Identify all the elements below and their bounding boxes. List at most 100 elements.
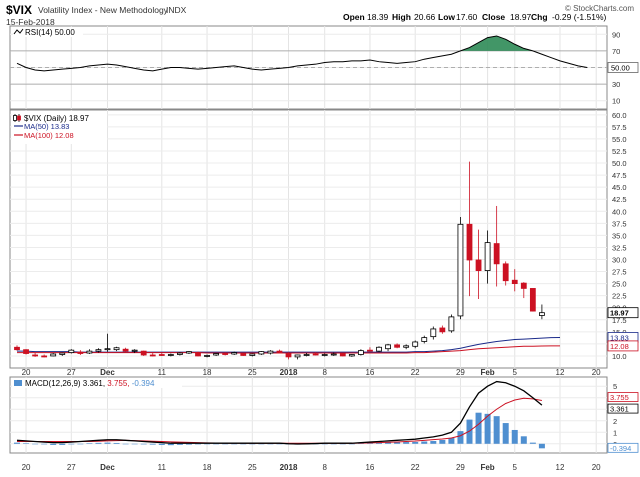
- rsi-tick-label: 70: [612, 47, 620, 56]
- macd-histogram-bar: [185, 443, 192, 445]
- macd-histogram-bar: [213, 443, 220, 445]
- macd-histogram-bar: [167, 443, 174, 446]
- candle-up: [113, 347, 120, 351]
- price-tick-label: 40.0: [612, 207, 627, 216]
- date-axis-label: 18: [203, 368, 212, 377]
- price-tick-label: 27.5: [612, 268, 627, 277]
- price-tick-label: 60.0: [612, 111, 627, 120]
- open-label: Open: [343, 12, 365, 22]
- candle-down: [77, 351, 84, 354]
- macd-histogram-bar: [240, 443, 247, 445]
- date-axis-label: 2018: [280, 368, 298, 377]
- date-axis-label: 20: [592, 368, 601, 377]
- macd-histogram-bar: [149, 443, 156, 445]
- macd-histogram-bar: [439, 439, 446, 444]
- price-tick-label: 52.5: [612, 147, 627, 156]
- candle-up: [204, 355, 210, 357]
- candle-up: [186, 351, 192, 354]
- exchange-label: INDX: [166, 5, 187, 15]
- rsi-series-line: [16, 35, 588, 72]
- macd-histogram: [14, 412, 545, 449]
- date-axis-label: 12: [556, 368, 565, 377]
- macd-histogram-bar: [122, 443, 129, 445]
- open-value: 18.39: [367, 12, 389, 22]
- date-axis-label: 29: [456, 368, 465, 377]
- candle-down: [41, 355, 48, 358]
- ma100-value-box: [607, 340, 639, 352]
- candle-down: [32, 354, 38, 357]
- macd-tick-label: 5: [613, 382, 617, 391]
- candle-down: [367, 349, 373, 352]
- price-tick-label: 55.0: [612, 135, 627, 144]
- price-tick-label: 22.5: [612, 292, 627, 301]
- candle-up: [403, 345, 410, 348]
- macd-histogram-bar: [77, 443, 84, 445]
- macd-histogram-bar: [348, 443, 355, 445]
- date-axis-label: 22: [411, 368, 420, 377]
- price-tick-label: 57.5: [612, 123, 627, 132]
- macd-histogram-bar: [86, 443, 93, 444]
- macd-tick-label: 1: [613, 428, 617, 437]
- macd-histogram-bar: [104, 442, 111, 444]
- price-plot-frame: [9, 109, 608, 369]
- candle-up: [258, 351, 265, 355]
- close-value: 18.97: [510, 12, 532, 22]
- date-label: 15-Feb-2018: [6, 17, 55, 27]
- date-axis-label: 20: [592, 463, 601, 472]
- candle-up: [95, 349, 102, 352]
- candle-down: [502, 263, 509, 282]
- date-axis-label: 25: [248, 368, 257, 377]
- ma50-legend-text: MA(50) 13.83: [24, 122, 69, 131]
- candlesticks: [14, 161, 545, 360]
- macd-legend-title: MACD(12,26,9): [25, 379, 83, 388]
- date-axis-label: 18: [203, 463, 212, 472]
- candle-down: [122, 348, 129, 352]
- macd-histogram-bar: [195, 443, 201, 445]
- macd-histogram-bar: [131, 443, 138, 445]
- candle-down: [23, 349, 29, 354]
- date-axis-label: 11: [158, 368, 167, 377]
- macd-histogram-bar: [430, 441, 437, 444]
- date-axis-label: Dec: [100, 368, 115, 377]
- rsi-value-text: 50.00: [611, 64, 630, 73]
- price-tick-label: 42.5: [612, 195, 627, 204]
- macd-histogram-bar: [204, 443, 211, 445]
- candle-up: [321, 354, 328, 356]
- date-axis-label: 22: [411, 463, 420, 472]
- macd-histogram-bar: [267, 443, 274, 445]
- stockcharts-watermark: © StockCharts.com: [565, 4, 634, 13]
- date-axis-label: 8: [322, 368, 327, 377]
- candle-up: [421, 337, 428, 342]
- candle-up: [385, 344, 391, 350]
- candle-up: [176, 352, 183, 355]
- symbol-label: $VIX: [6, 3, 32, 17]
- date-axis-label: 5: [513, 463, 518, 472]
- ma50-value-text: 13.83: [610, 333, 629, 342]
- date-axis-label: 11: [158, 463, 167, 472]
- high-value: 20.66: [414, 12, 436, 22]
- macd-main-line: [16, 380, 543, 445]
- macd-histogram-bar: [321, 443, 328, 445]
- rsi-tick-label: 30: [612, 80, 620, 89]
- candle-up: [294, 354, 301, 358]
- macd-histogram-bar: [457, 431, 464, 444]
- candle-up: [131, 349, 138, 352]
- date-axis-label: 16: [365, 463, 374, 472]
- candle-legend-body-b: [17, 115, 21, 121]
- close-label: Close: [482, 12, 505, 22]
- candle-down: [529, 288, 536, 312]
- macd-legend-macd: 3.361,: [83, 379, 107, 388]
- date-axis-label: 12: [556, 463, 565, 472]
- price-legend: $VIX (Daily) 18.97 MA(50) 13.83 MA(100) …: [12, 111, 107, 144]
- chg-value: -0.29 (-1.51%): [552, 12, 606, 22]
- candle-up: [448, 316, 455, 332]
- candle-down: [240, 353, 247, 356]
- date-axis-label: 2018: [280, 463, 298, 472]
- date-axis-label: 20: [22, 368, 31, 377]
- candle-legend-icon: [13, 114, 21, 122]
- macd-hist-value-box: [607, 442, 639, 453]
- macd-histogram-bar: [330, 443, 337, 445]
- candle-down: [439, 327, 446, 333]
- macd-histogram-bar: [538, 443, 545, 449]
- price-gridlines: [10, 110, 607, 368]
